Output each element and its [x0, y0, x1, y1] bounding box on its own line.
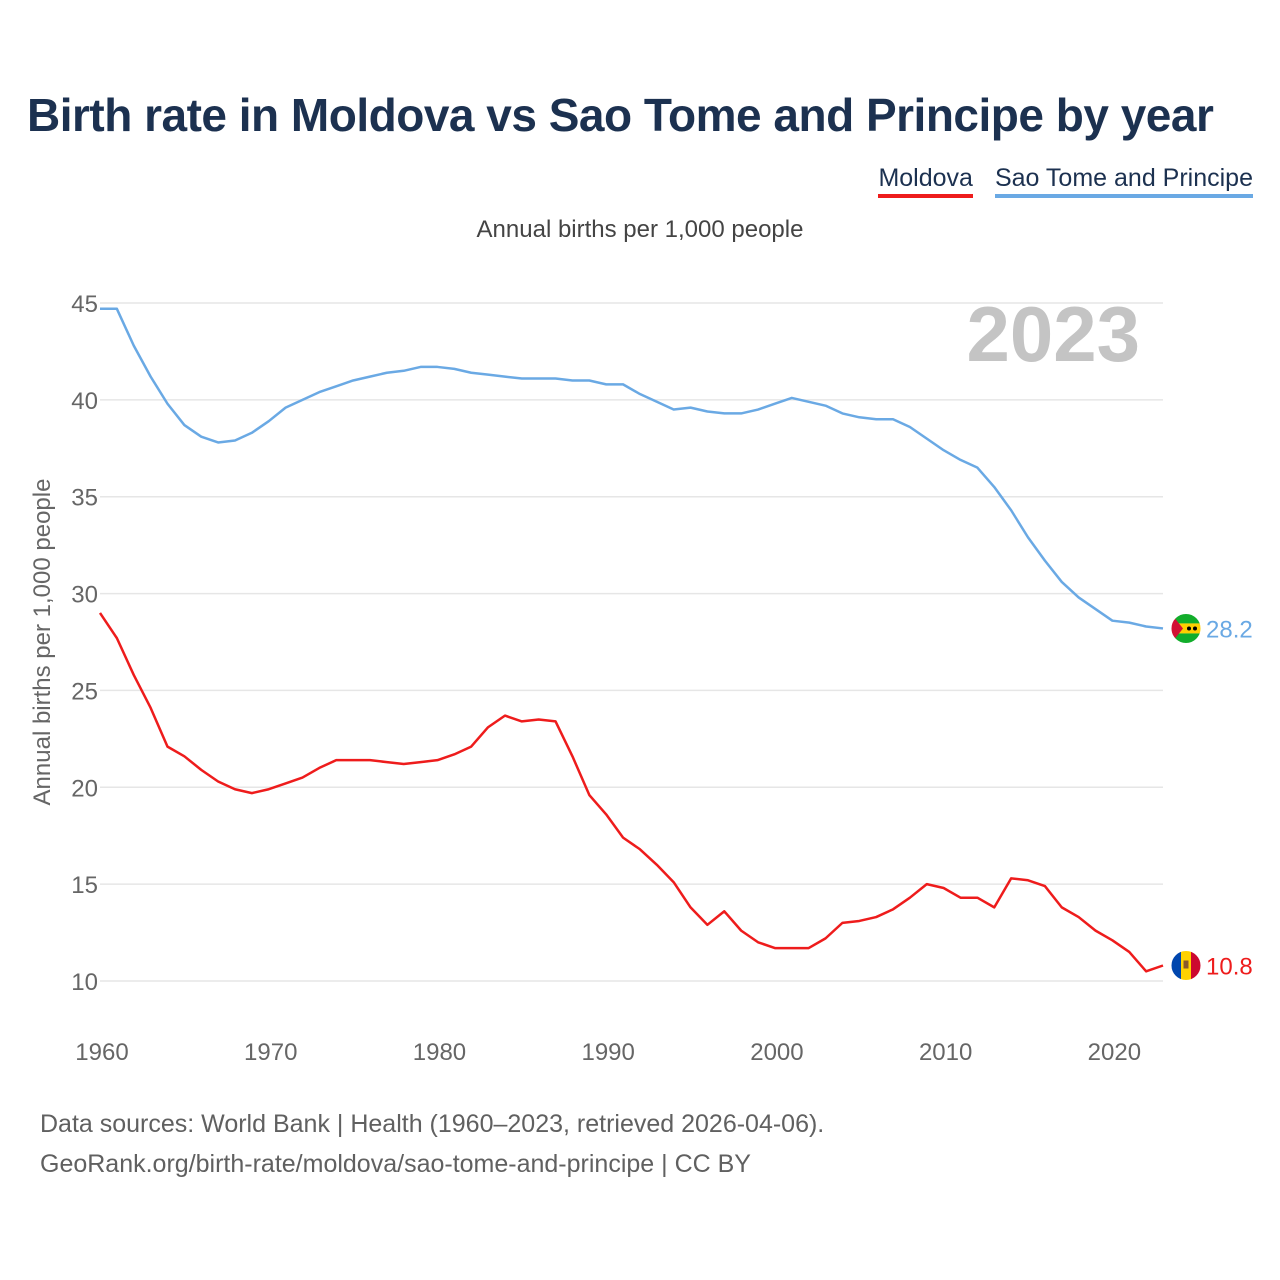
moldova-flag-icon	[1170, 950, 1202, 982]
series-group	[98, 307, 1164, 973]
y-tick-label-45: 45	[71, 291, 98, 318]
footer: Data sources: World Bank | Health (1960–…	[40, 1104, 824, 1184]
y-tick-label-40: 40	[71, 388, 98, 415]
footer-source: Data sources: World Bank | Health (1960–…	[40, 1110, 825, 1138]
legend: Moldova Sao Tome and Principe	[878, 164, 1253, 198]
y-axis-label: Annual births per 1,000 people	[29, 479, 56, 806]
series-line-sao-tome[interactable]	[100, 307, 1164, 630]
y-tick-label-30: 30	[71, 582, 98, 609]
x-axis-ticks: 1960 1970 1980 1990 2000 2010 2020	[75, 1039, 1141, 1066]
chart-title: Birth rate in Moldova vs Sao Tome and Pr…	[27, 89, 1214, 141]
sao-tome-flag-icon	[1170, 612, 1202, 644]
x-tick-label-2020: 2020	[1088, 1039, 1141, 1066]
y-tick-label-25: 25	[71, 678, 98, 705]
x-tick-label-2010: 2010	[919, 1039, 972, 1066]
legend-item-moldova[interactable]: Moldova	[878, 164, 973, 198]
x-tick-label-1970: 1970	[244, 1039, 297, 1066]
gridlines	[100, 302, 1163, 982]
end-value-label-sao-tome: 28.2	[1206, 616, 1253, 643]
y-tick-label-10: 10	[71, 969, 98, 996]
y-tick-label-15: 15	[71, 872, 98, 899]
end-markers: 10.8 28.2	[1170, 612, 1253, 982]
x-tick-label-1960: 1960	[75, 1039, 128, 1066]
chart-subtitle: Annual births per 1,000 people	[476, 216, 804, 243]
footer-link[interactable]: GeoRank.org/birth-rate/moldova/sao-tome-…	[40, 1150, 751, 1178]
end-value-label-moldova: 10.8	[1206, 954, 1253, 981]
year-watermark: 2023	[966, 290, 1140, 378]
x-tick-label-1990: 1990	[581, 1039, 634, 1066]
legend-item-sao-tome[interactable]: Sao Tome and Principe	[994, 164, 1253, 198]
x-tick-label-2000: 2000	[750, 1039, 803, 1066]
y-tick-label-20: 20	[71, 775, 98, 802]
y-tick-label-35: 35	[71, 485, 98, 512]
y-axis-ticks: 10 15 20 25 30 35 40 45	[71, 291, 98, 996]
series-line-moldova[interactable]	[98, 612, 1164, 973]
x-tick-label-1980: 1980	[413, 1039, 466, 1066]
